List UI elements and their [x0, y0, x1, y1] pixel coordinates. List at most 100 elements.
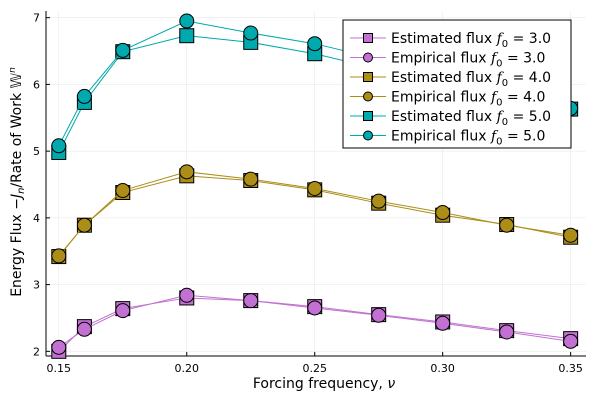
- y-axis-label-sup-n: n: [8, 67, 18, 73]
- data-point-circle: [243, 171, 259, 187]
- series-1: [51, 287, 579, 355]
- series-3: [51, 164, 579, 264]
- data-point-circle: [371, 307, 387, 323]
- legend-label: Empirical flux f0 = 3.0: [391, 51, 545, 70]
- legend-subscript: 0: [502, 39, 508, 50]
- legend-prefix: Estimated flux: [391, 70, 497, 86]
- data-point-circle: [76, 321, 92, 337]
- y-axis-label-text-2: /Rate of Work: [9, 88, 25, 187]
- legend-label: Estimated flux f0 = 4.0: [391, 70, 551, 89]
- legend-marker: [363, 72, 373, 82]
- data-point-square: [179, 28, 195, 44]
- series-line: [58, 175, 571, 257]
- data-point-circle: [51, 138, 67, 154]
- legend-entry: Estimated flux f0 = 5.0: [350, 109, 551, 128]
- legend-value: = 3.0: [503, 51, 546, 67]
- data-point-circle: [563, 333, 579, 349]
- data-point-circle: [115, 303, 131, 319]
- legend-prefix: Empirical flux: [391, 90, 491, 106]
- legend-value: = 3.0: [508, 31, 551, 47]
- legend-label: Estimated flux f0 = 5.0: [391, 109, 551, 128]
- legend-symbol: f: [496, 109, 505, 125]
- legend-prefix: Empirical flux: [391, 129, 491, 145]
- series-line: [58, 297, 571, 352]
- legend-entry: Estimated flux f0 = 3.0: [350, 31, 551, 50]
- legend-subscript: 0: [496, 98, 502, 109]
- legend-prefix: Estimated flux: [391, 109, 497, 125]
- legend-prefix: Estimated flux: [391, 31, 497, 47]
- plot-frame: [45, 11, 586, 357]
- legend-marker: [363, 130, 373, 141]
- x-tick-label: 0.35: [558, 362, 583, 375]
- data-point-circle: [307, 181, 323, 197]
- x-tick-label: 0.20: [175, 362, 200, 375]
- legend-value: = 5.0: [503, 129, 546, 145]
- data-point-circle: [76, 217, 92, 233]
- legend-value: = 4.0: [503, 90, 546, 106]
- legend-subscript: 0: [496, 137, 502, 148]
- x-axis-label: Forcing frequency, ν: [253, 376, 395, 392]
- legend-value: = 4.0: [508, 70, 551, 86]
- legend-label: Empirical flux f0 = 4.0: [391, 90, 545, 109]
- data-point-circle: [115, 183, 131, 199]
- data-point-circle: [307, 36, 323, 52]
- legend-entry: Empirical flux f0 = 5.0: [350, 129, 545, 148]
- data-point-circle: [499, 324, 515, 340]
- data-point-circle: [51, 248, 67, 264]
- legend-symbol: f: [496, 70, 505, 86]
- data-point-circle: [499, 217, 515, 233]
- x-axis-label-text: Forcing frequency,: [253, 376, 387, 392]
- data-point-circle: [76, 88, 92, 104]
- data-point-circle: [435, 205, 451, 221]
- x-tick-label: 0.30: [430, 362, 455, 375]
- y-tick-label: 5: [33, 145, 40, 158]
- data-point-circle: [179, 164, 195, 180]
- x-axis-label-symbol: ν: [387, 376, 395, 392]
- y-axis-label-symbol-w: 𝕎: [9, 72, 25, 88]
- legend-marker: [363, 91, 373, 102]
- y-tick-label: 7: [33, 12, 40, 25]
- x-tick-label: 0.15: [47, 362, 72, 375]
- legend-entry: Empirical flux f0 = 3.0: [350, 51, 545, 70]
- series-line: [58, 171, 571, 257]
- legend-marker: [363, 52, 373, 63]
- data-point-circle: [371, 193, 387, 209]
- data-point-circle: [243, 293, 259, 309]
- data-point-circle: [307, 300, 323, 316]
- data-point-circle: [563, 227, 579, 243]
- legend-box: [342, 19, 572, 149]
- y-tick-label: 2: [33, 345, 40, 358]
- series-line: [58, 294, 571, 348]
- y-tick-label: 3: [33, 279, 40, 292]
- data-point-circle: [115, 42, 131, 58]
- legend-prefix: Empirical flux: [391, 51, 491, 67]
- data-point-circle: [435, 315, 451, 331]
- legend-subscript: 0: [502, 78, 508, 89]
- legend-symbol: f: [496, 31, 505, 47]
- tick-labels: 0.15 0.20 0.25 0.30 0.35 2 3 4 5 6 7: [33, 12, 583, 375]
- data-point-circle: [179, 287, 195, 303]
- legend-subscript: 0: [502, 117, 508, 128]
- data-point-circle: [51, 339, 67, 355]
- legend-entry: Estimated flux f0 = 4.0: [350, 70, 551, 89]
- y-axis-label-symbol-j: J: [9, 194, 25, 201]
- legend-entry: Empirical flux f0 = 4.0: [350, 90, 545, 109]
- legend-symbol: f: [490, 51, 499, 67]
- y-axis-label-text-1: Energy Flux −: [9, 198, 25, 297]
- x-tick-label: 0.25: [302, 362, 327, 375]
- legend-marker: [363, 33, 373, 43]
- legend-symbol: f: [490, 129, 499, 145]
- y-tick-label: 4: [33, 212, 40, 225]
- data-point-circle: [179, 13, 195, 29]
- legend-value: = 5.0: [508, 109, 551, 125]
- legend-symbol: f: [490, 90, 499, 106]
- legend-label: Estimated flux f0 = 3.0: [391, 31, 551, 50]
- y-axis-label-sub-n: n: [16, 188, 27, 194]
- y-axis-label: Energy Flux −Jn/Rate of Work 𝕎n: [8, 67, 27, 297]
- legend-marker: [363, 111, 373, 121]
- data-point-circle: [243, 25, 259, 41]
- legend-label: Empirical flux f0 = 5.0: [391, 129, 545, 148]
- y-tick-label: 6: [33, 78, 40, 91]
